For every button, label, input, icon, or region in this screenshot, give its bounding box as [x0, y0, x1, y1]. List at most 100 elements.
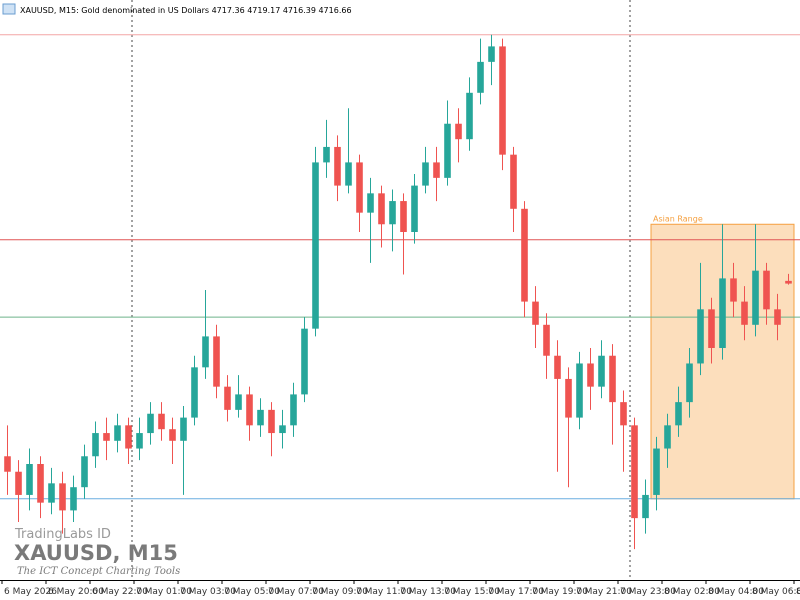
x-tick-label: 7 May 03:00 [180, 587, 236, 597]
candle-body [642, 494, 649, 519]
candle-body [774, 309, 781, 325]
candle-body [422, 162, 429, 186]
candle-body [400, 201, 407, 232]
candle-body [543, 324, 550, 356]
candle-body [37, 464, 44, 503]
candle-body [301, 328, 308, 395]
candle-body [466, 92, 473, 140]
x-tick-label: 8 May 02:00 [664, 587, 720, 597]
candle-body [136, 433, 143, 449]
x-tick-label: 6 May 20:00 [48, 587, 104, 597]
candle-body [59, 483, 66, 511]
candle-body [631, 425, 638, 519]
candle-body [312, 162, 319, 329]
x-tick-label: 6 May 22:00 [92, 587, 148, 597]
candle-body [345, 162, 352, 186]
candle-body [554, 355, 561, 379]
candle-body [48, 483, 55, 503]
candle-body [752, 270, 759, 325]
candle-body [565, 378, 572, 418]
candle-body [257, 409, 264, 426]
candle-body [367, 193, 374, 213]
candle-body [499, 46, 506, 155]
candle-body [730, 278, 737, 302]
x-tick-label: 7 May 09:00 [312, 587, 368, 597]
x-tick-label: 7 May 13:00 [400, 587, 456, 597]
candle-body [763, 270, 770, 310]
candle-body [389, 201, 396, 225]
candle-body [180, 417, 187, 441]
chart-header: XAUUSD, M15: Gold denominated in US Doll… [20, 6, 352, 15]
watermark-tagline: The ICT Concept Charting Tools [17, 566, 180, 577]
plot: Asian Range [0, 34, 800, 550]
x-tick-label: 6 May 2026 [4, 587, 57, 597]
candle-body [92, 433, 99, 457]
candle-body [741, 301, 748, 325]
x-tick-label: 7 May 05:00 [224, 587, 280, 597]
candle-body [169, 429, 176, 441]
x-tick-label: 7 May 01:00 [136, 587, 192, 597]
candle-body [81, 456, 88, 488]
candle-body [675, 402, 682, 426]
candle-body [719, 278, 726, 348]
candle-body [664, 425, 671, 449]
x-tick-label: 8 May [796, 587, 800, 597]
candle-body [103, 433, 110, 441]
x-tick-label: 7 May 07:00 [268, 587, 324, 597]
candle-body [158, 413, 165, 430]
candle-body [532, 301, 539, 325]
candle-body [576, 363, 583, 418]
candle-body [708, 309, 715, 348]
watermark-brand: TradingLabs ID [14, 527, 111, 542]
candle-body [609, 355, 616, 403]
candle-body [510, 154, 517, 209]
candle-body [697, 309, 704, 364]
x-tick-label: 8 May 04:00 [708, 587, 764, 597]
candle-body [785, 280, 792, 284]
candle-body [411, 185, 418, 232]
candle-body [323, 146, 330, 163]
candle-body [455, 123, 462, 140]
candle-body [653, 448, 660, 495]
watermark-symbol: XAUUSD, M15 [14, 541, 178, 565]
candle-body [477, 61, 484, 93]
candle-body [268, 409, 275, 434]
candle-body [686, 363, 693, 403]
candle-body [279, 425, 286, 434]
x-tick-label: 7 May 15:00 [444, 587, 500, 597]
candle-body [334, 146, 341, 186]
candle-body [202, 336, 209, 368]
candle-body [587, 363, 594, 387]
candle-body [147, 413, 154, 434]
candle-body [26, 464, 33, 495]
candle-body [4, 456, 11, 472]
candle-body [290, 394, 297, 426]
x-tick-label: 7 May 17:00 [488, 587, 544, 597]
candle-body [356, 162, 363, 213]
candle-body [620, 402, 627, 426]
candle-body [378, 193, 385, 225]
candle-body [246, 394, 253, 426]
x-tick-label: 7 May 23:00 [620, 587, 676, 597]
candle-body [224, 386, 231, 410]
candle-body [235, 394, 242, 410]
candle-body [598, 355, 605, 387]
candle-body [114, 425, 121, 441]
candle-body [433, 162, 440, 178]
x-tick-label: 7 May 19:00 [532, 587, 588, 597]
candle-body [213, 336, 220, 387]
candle-body [191, 367, 198, 418]
x-tick-label: 7 May 21:00 [576, 587, 632, 597]
symbol-icon [2, 3, 16, 15]
candle-body [444, 123, 451, 178]
candle-body [125, 425, 132, 449]
asian-range-label: Asian Range [653, 214, 703, 223]
x-tick-label: 7 May 11:00 [356, 587, 412, 597]
candle-body [70, 487, 77, 511]
x-tick-label: 8 May 06:00 [752, 587, 800, 597]
candle-body [15, 471, 22, 495]
candle-body [521, 208, 528, 302]
candle-body [488, 46, 495, 62]
